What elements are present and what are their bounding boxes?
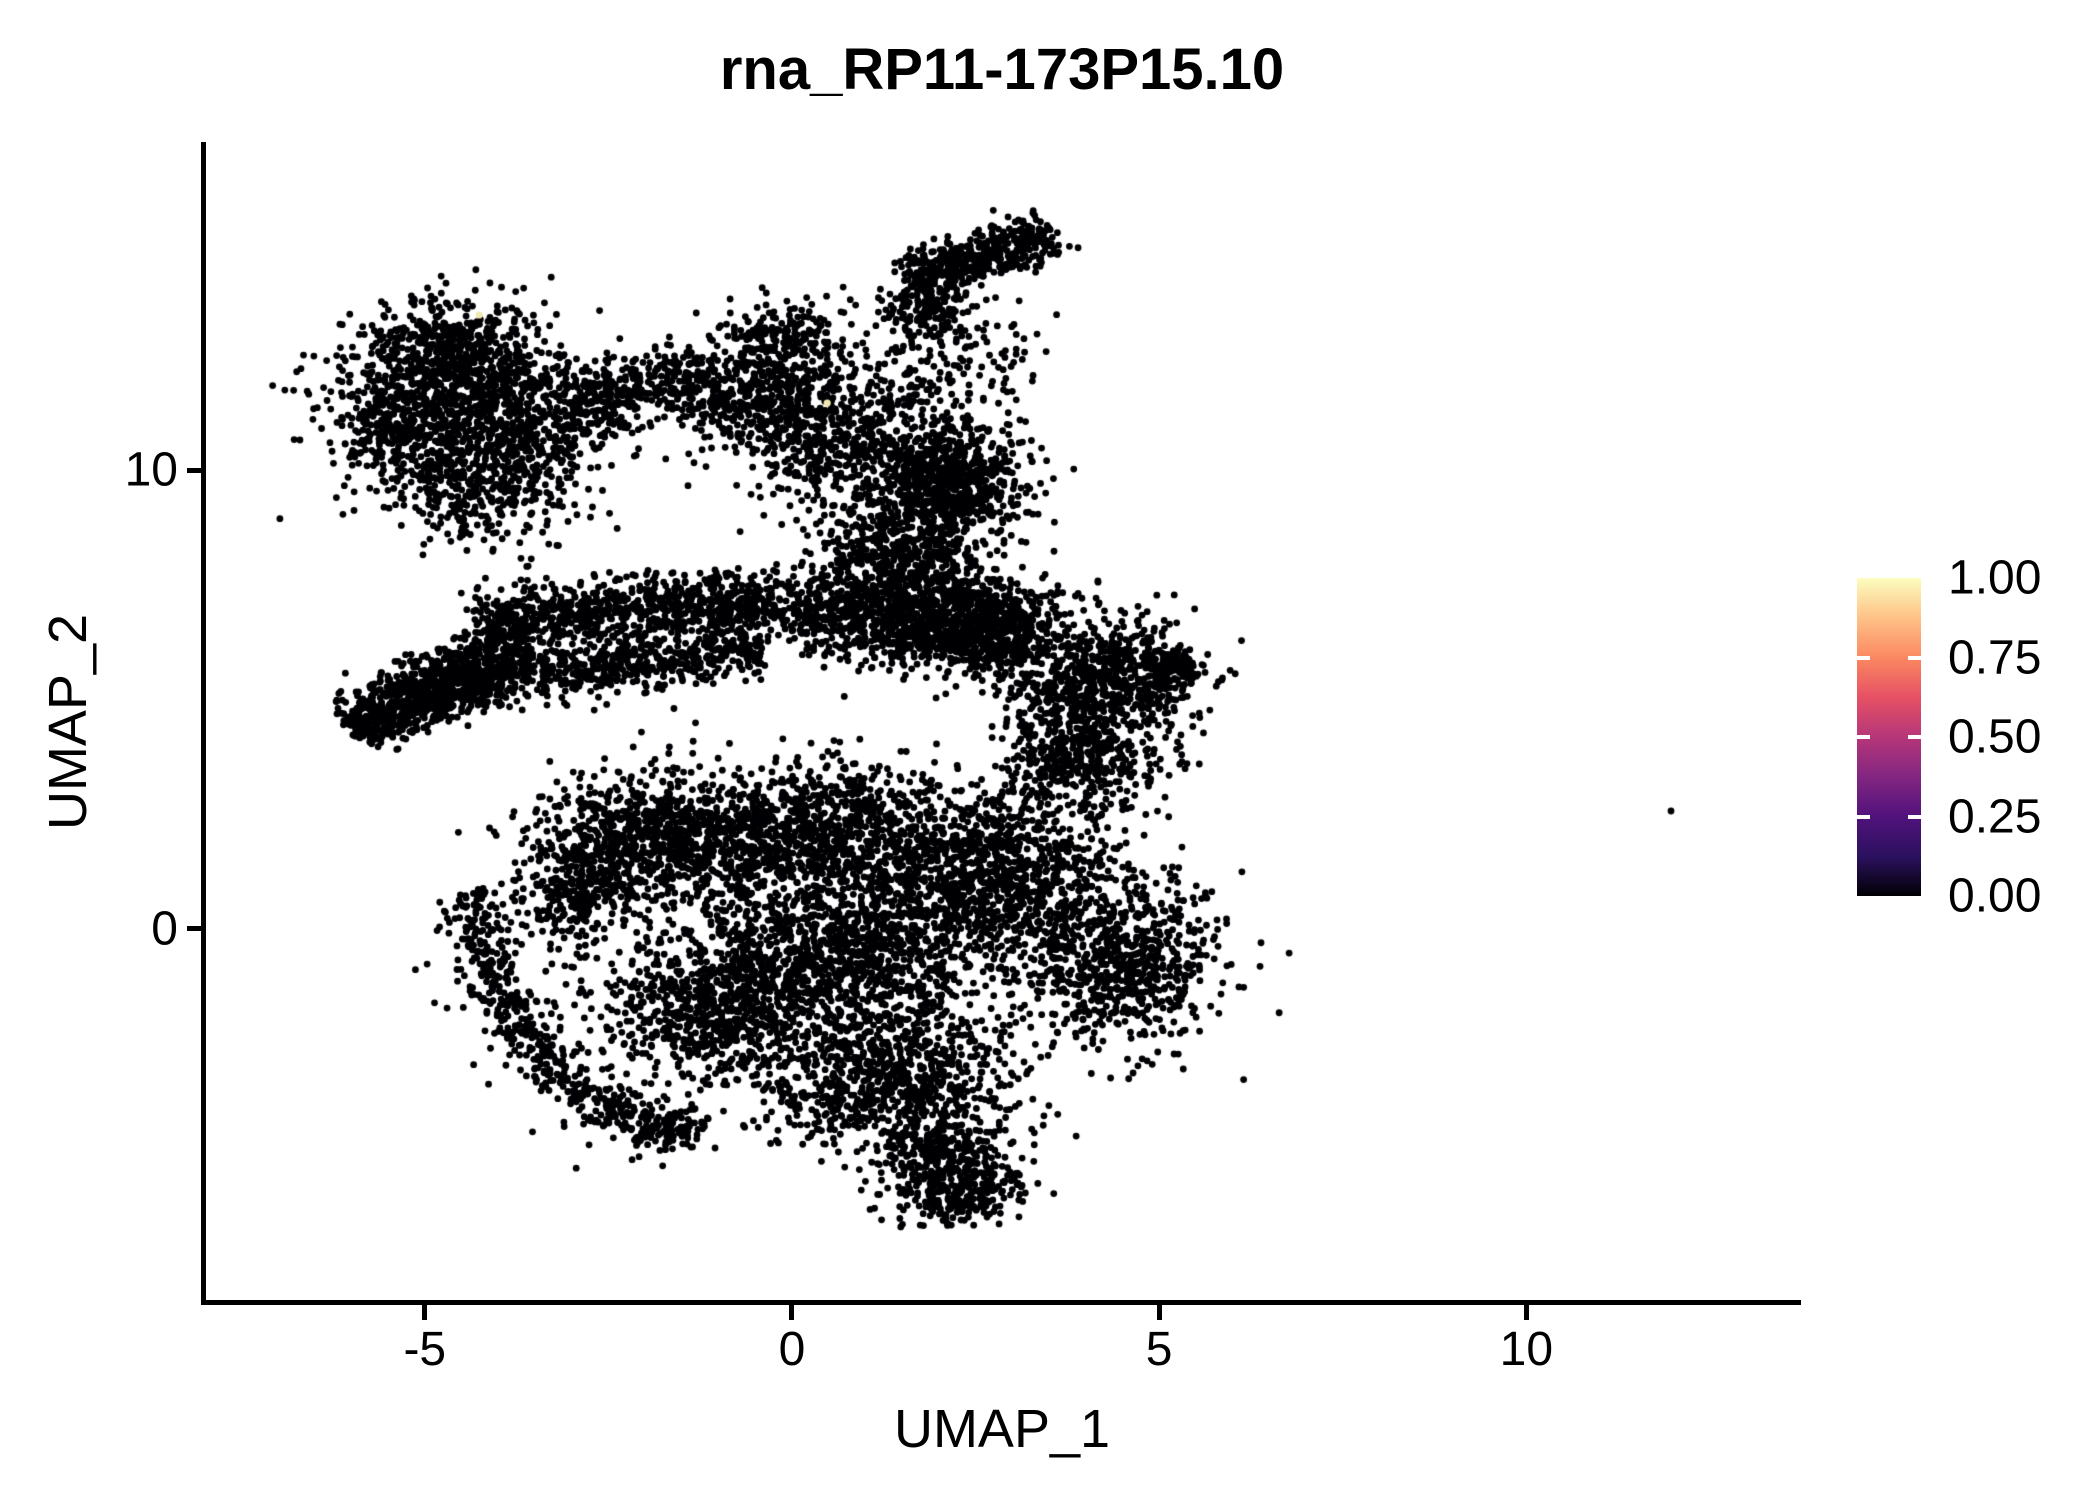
y-axis-line — [201, 142, 206, 1305]
y-tick-label: 0 — [151, 902, 178, 956]
x-tick-mark — [1156, 1305, 1162, 1320]
plot-title: rna_RP11-173P15.10 — [719, 37, 1285, 102]
x-axis-title: UMAP_1 — [893, 1399, 1111, 1459]
legend-label: 0.50 — [1948, 710, 2042, 764]
legend-label: 0.00 — [1948, 869, 2042, 923]
legend-label: 0.75 — [1948, 631, 2042, 684]
legend-tick-mark — [1908, 655, 1921, 660]
x-tick-label: 10 — [1499, 1323, 1554, 1376]
y-tick-mark — [187, 467, 202, 473]
x-tick-mark — [1523, 1305, 1529, 1320]
x-axis-line — [201, 1300, 1801, 1305]
x-tick-label: -5 — [403, 1323, 447, 1376]
legend-tick-mark — [1908, 814, 1921, 819]
x-tick-mark — [789, 1305, 795, 1320]
legend-tick-mark — [1857, 735, 1870, 739]
legend-tick-mark — [1908, 735, 1921, 739]
y-tick-mark — [187, 926, 202, 932]
legend-tick-mark — [1857, 655, 1870, 660]
x-tick-label: 0 — [778, 1323, 806, 1376]
y-tick-label: 10 — [124, 443, 178, 497]
legend-label: 1.00 — [1948, 551, 2042, 605]
x-tick-mark — [422, 1305, 428, 1320]
legend-tick-mark — [1857, 814, 1870, 819]
y-axis-title: UMAP_2 — [38, 613, 98, 831]
x-tick-label: 5 — [1145, 1323, 1173, 1376]
legend-label: 0.25 — [1948, 790, 2042, 843]
